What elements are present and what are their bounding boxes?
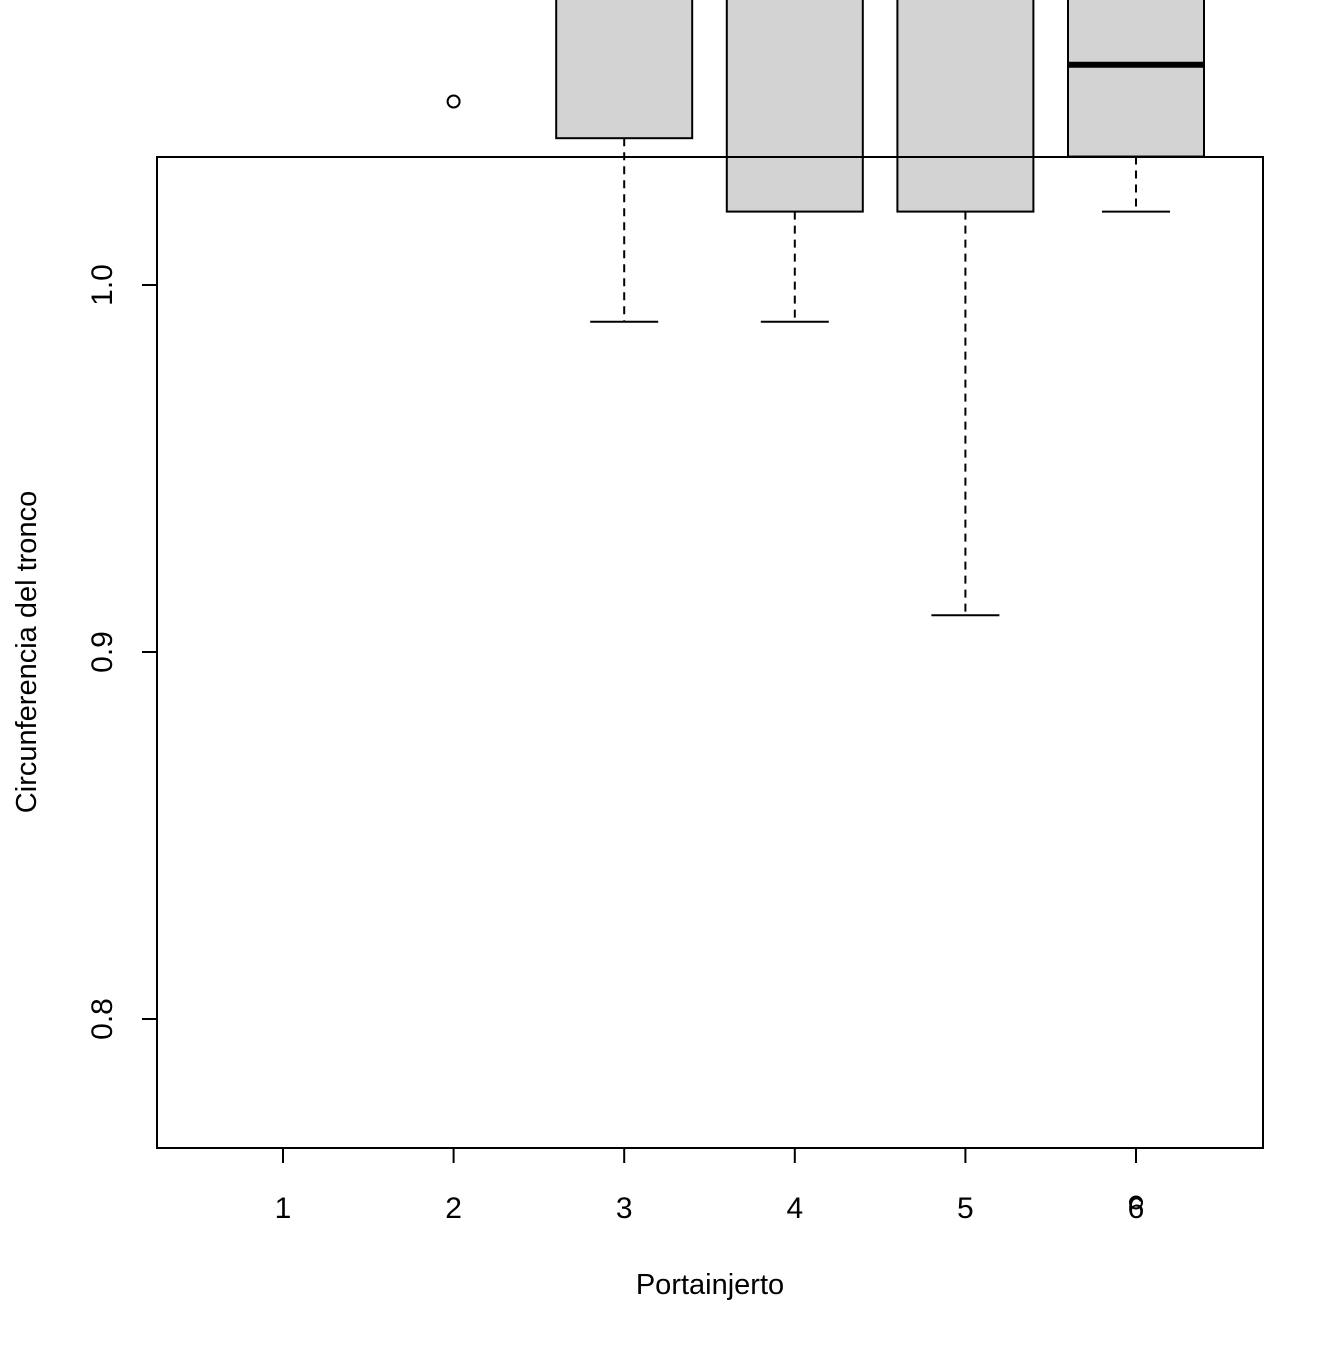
x-axis: 1 2 3 4 5 6 <box>275 1148 1145 1225</box>
x-tick-label: 3 <box>616 1192 633 1225</box>
iqr-box <box>725 0 864 213</box>
box-group-5 <box>896 0 1035 617</box>
y-tick-label: 0.8 <box>86 998 119 1040</box>
x-tick-label: 5 <box>957 1192 974 1225</box>
plot-frame <box>156 156 1264 1149</box>
x-tick-label: 1 <box>275 1192 292 1225</box>
box-group-3 <box>555 0 694 323</box>
boxes-layer <box>446 0 1205 1210</box>
y-axis: 0.80.91.01.11.2 <box>86 264 157 1040</box>
x-tick-label: 4 <box>786 1192 803 1225</box>
iqr-box <box>896 0 1035 213</box>
x-tick-label: 6 <box>1128 1192 1145 1225</box>
box-group-6 <box>1067 0 1205 1210</box>
x-axis-title: Portainjerto <box>636 1269 784 1301</box>
y-tick-label: 0.9 <box>86 631 119 673</box>
box-group-2 <box>446 94 461 109</box>
y-tick-label: 1.0 <box>86 264 119 306</box>
iqr-box <box>1067 0 1205 158</box>
x-tick-label: 2 <box>445 1192 462 1225</box>
y-axis-title: Circunferencia del tronco <box>11 491 43 813</box>
outlier-point <box>1129 1195 1143 1210</box>
box-group-4 <box>725 0 864 323</box>
iqr-box <box>555 0 694 140</box>
outlier-point <box>446 94 461 109</box>
